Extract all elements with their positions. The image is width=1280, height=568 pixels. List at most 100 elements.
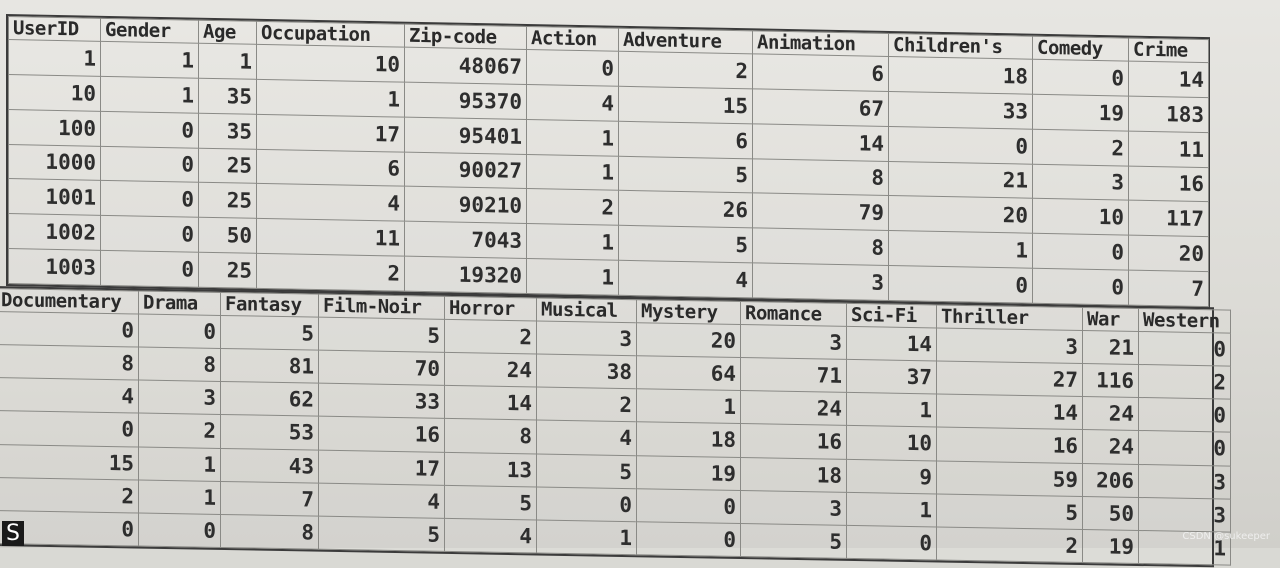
table-cell: 0 [1138,397,1231,433]
table-cell: 1 [888,230,1033,269]
table-cell: 1 [8,39,101,77]
table-cell: 20 [1128,235,1209,272]
table-cell: 15 [0,444,139,480]
header-sci-fi: Sci-Fi [846,303,937,328]
table-cell: 17 [318,449,445,486]
table-cell: 2 [256,253,405,292]
table-cell: 24 [740,390,847,426]
table-cell: 1003 [8,248,101,286]
table-cell: 10 [846,425,937,461]
header-romance: Romance [740,301,847,327]
table-cell: 6 [618,120,753,159]
table-cell: 14 [936,394,1083,430]
table-cell: 18 [740,457,847,493]
table-cell: 50 [198,217,257,254]
table-top-body: 1 1 1 10 48067 0 2 6 18 0 14 10 1 35 1 95370 4 15 67 33 19 18… [8,39,1209,307]
table-cell: 64 [636,355,741,391]
table-cell: 0 [138,314,221,349]
table-cell: 1 [138,446,221,482]
table-cell: 0 [100,145,199,183]
table-cell: 0 [636,521,741,557]
table-cell: 5 [740,523,847,559]
table-cell: 183 [1128,95,1209,133]
table-cell: 2 [138,413,221,449]
table-cell: 10 [8,74,101,112]
table-cell: 5 [618,155,753,194]
table-cell: 19320 [404,256,527,294]
table-cell: 25 [198,182,257,219]
table-cell: 1 [636,388,741,424]
table-cell: 3 [936,327,1083,364]
table-cell: 17 [256,113,405,152]
table-cell: 21 [888,160,1033,199]
table-cell: 21 [1082,330,1139,365]
table-cell: 4 [0,377,139,414]
header-horror: Horror [444,296,537,321]
table-cell: 2 [618,51,753,89]
table-cell: 15 [618,86,753,124]
table-cell: 7043 [404,221,527,259]
table-cell: 1 [846,392,937,428]
header-fantasy: Fantasy [220,292,319,318]
header-musical: Musical [536,297,637,323]
ratings-table-top: UserID Gender Age Occupation Zip-code Ac… [6,14,1210,310]
table-cell: 3 [740,324,847,360]
table-cell: 67 [752,88,889,127]
table-cell: 16 [1128,165,1209,202]
table-cell: 18 [636,422,741,458]
table-cell: 0 [100,180,199,218]
header-age: Age [198,20,257,45]
table-cell: 1 [526,154,619,191]
table-cell: 70 [318,350,445,386]
table-cell: 2 [526,188,619,226]
header-zip-code: Zip-code [404,24,527,50]
table-cell: 9 [846,458,937,494]
table-cell: 1 [526,119,619,156]
table-cell: 4 [536,420,637,456]
table-cell: 1 [526,258,619,296]
table-cell: 1002 [8,213,101,251]
table-cell: 0 [526,49,619,87]
table-cell: 95370 [404,81,527,120]
table-cell: 5 [618,225,753,263]
ratings-table-bottom: Documentary Drama Fantasy Film-Noir Horr… [0,286,1231,568]
table-bottom: Documentary Drama Fantasy Film-Noir Horr… [0,288,1231,566]
table-cell: 79 [752,193,889,231]
table-cell: 1 [100,76,199,113]
table-cell: 11 [1128,130,1209,168]
table-cell: 2 [1138,364,1231,400]
header-western: Western [1138,308,1231,334]
table-cell: 8 [138,347,221,382]
table-cell: 0 [1032,59,1129,96]
table-cell: 1 [536,519,637,555]
header-gender: Gender [100,18,199,44]
table-cell: 8 [220,514,319,550]
table-cell: 2 [444,319,537,355]
table-cell: 1 [526,223,619,261]
header-mystery: Mystery [636,299,741,325]
table-cell: 24 [444,352,537,388]
table-cell: 90210 [404,186,527,224]
table-cell: 3 [1138,497,1231,532]
table-cell: 2 [0,477,139,513]
table-cell: 14 [846,326,937,362]
table-cell: 62 [220,381,319,417]
table-cell: 0 [1032,268,1129,306]
table-cell: 2 [936,526,1083,563]
table-cell: 19 [636,455,741,491]
table-cell: 1 [100,41,199,79]
table-cell: 4 [256,183,405,222]
header-war: War [1082,307,1139,332]
table-cell: 16 [740,423,847,459]
table-cell: 5 [536,453,637,489]
table-cell: 0 [846,525,937,560]
table-cell: 25 [198,252,257,289]
header-animation: Animation [752,30,889,57]
table-cell: 3 [536,320,637,356]
table-cell: 35 [198,78,257,114]
table-cell: 3 [1138,464,1231,499]
table-cell: 0 [888,126,1033,164]
table-cell: 0 [1032,233,1129,271]
table-cell: 53 [220,414,319,450]
table-cell: 8 [752,228,889,266]
